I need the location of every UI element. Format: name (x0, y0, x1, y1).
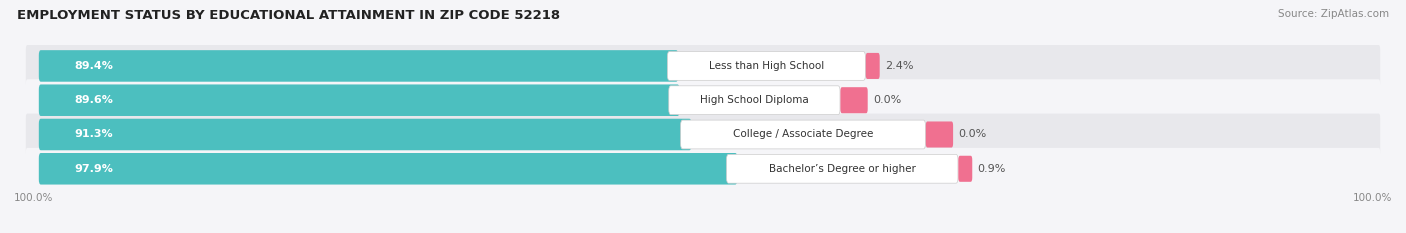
Text: College / Associate Degree: College / Associate Degree (733, 130, 873, 140)
FancyBboxPatch shape (25, 113, 1381, 155)
FancyBboxPatch shape (925, 121, 953, 147)
Text: 0.9%: 0.9% (977, 164, 1005, 174)
Text: 0.0%: 0.0% (873, 95, 901, 105)
FancyBboxPatch shape (39, 153, 737, 185)
FancyBboxPatch shape (668, 51, 865, 80)
FancyBboxPatch shape (727, 154, 957, 183)
Text: Source: ZipAtlas.com: Source: ZipAtlas.com (1278, 9, 1389, 19)
Text: 89.6%: 89.6% (75, 95, 112, 105)
FancyBboxPatch shape (25, 79, 1381, 121)
Text: 97.9%: 97.9% (75, 164, 112, 174)
Text: 89.4%: 89.4% (75, 61, 112, 71)
FancyBboxPatch shape (39, 50, 678, 82)
Text: 0.0%: 0.0% (957, 130, 987, 140)
Text: EMPLOYMENT STATUS BY EDUCATIONAL ATTAINMENT IN ZIP CODE 52218: EMPLOYMENT STATUS BY EDUCATIONAL ATTAINM… (17, 9, 560, 22)
FancyBboxPatch shape (866, 53, 880, 79)
Text: Bachelor’s Degree or higher: Bachelor’s Degree or higher (769, 164, 915, 174)
FancyBboxPatch shape (681, 120, 925, 149)
Text: Less than High School: Less than High School (709, 61, 824, 71)
FancyBboxPatch shape (841, 87, 868, 113)
Text: 100.0%: 100.0% (14, 193, 53, 203)
FancyBboxPatch shape (959, 156, 973, 182)
FancyBboxPatch shape (39, 84, 679, 116)
FancyBboxPatch shape (669, 86, 839, 115)
Text: 2.4%: 2.4% (884, 61, 914, 71)
Text: High School Diploma: High School Diploma (700, 95, 808, 105)
FancyBboxPatch shape (25, 45, 1381, 87)
FancyBboxPatch shape (25, 148, 1381, 190)
FancyBboxPatch shape (39, 119, 692, 150)
Text: 100.0%: 100.0% (1353, 193, 1392, 203)
Text: 91.3%: 91.3% (75, 130, 112, 140)
